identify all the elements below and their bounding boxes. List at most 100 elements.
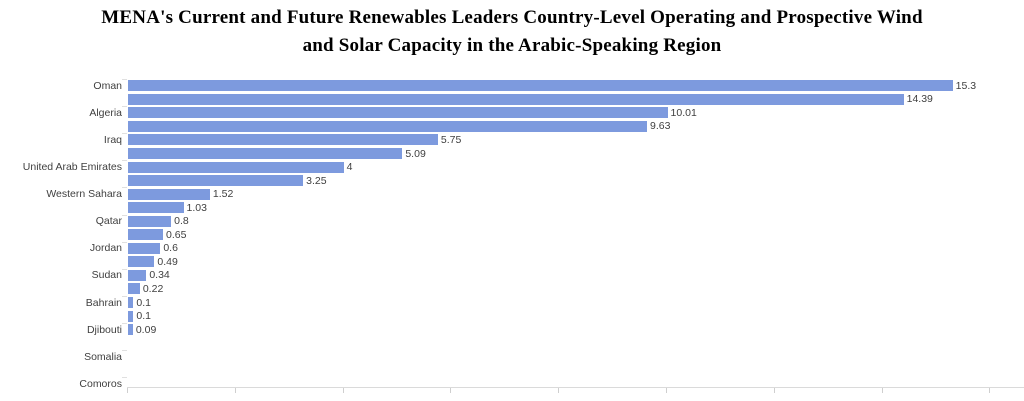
bar bbox=[128, 324, 133, 336]
bar-slot: 0.1 bbox=[128, 296, 1018, 310]
bar-slot: 1.52 bbox=[128, 187, 1018, 201]
bar-pair bbox=[128, 377, 1018, 401]
bar-slot: 0.09 bbox=[128, 323, 1018, 337]
y-tick bbox=[122, 133, 127, 135]
bar-value-label: 0.34 bbox=[149, 269, 170, 282]
bar-value-label: 0.1 bbox=[136, 310, 151, 323]
x-tick bbox=[773, 388, 775, 393]
category-label: Djibouti bbox=[86, 323, 122, 336]
bar-slot bbox=[128, 336, 1018, 350]
bar bbox=[128, 175, 304, 187]
bar-slot: 4 bbox=[128, 160, 1018, 174]
bar bbox=[128, 80, 953, 92]
category-label: Jordan bbox=[89, 242, 122, 255]
category-axis: Oman Algeria Iraq United Arab Emirates Weste… bbox=[0, 79, 122, 401]
bar-value-label: 10.01 bbox=[670, 106, 697, 119]
x-tick bbox=[127, 388, 128, 393]
bar-slot: 0.1 bbox=[128, 309, 1018, 323]
category-label: Oman bbox=[93, 79, 122, 92]
bar-slot: 3.25 bbox=[128, 174, 1018, 188]
category-label: Bahrain bbox=[85, 296, 122, 309]
bar bbox=[128, 93, 904, 105]
category-row: Western Sahara bbox=[0, 187, 122, 214]
category-row: Djibouti bbox=[0, 323, 122, 350]
category-label: Comoros bbox=[79, 377, 122, 390]
bar-value-label: 0.1 bbox=[136, 296, 151, 309]
y-tick bbox=[122, 377, 127, 379]
bar-slot: 14.39 bbox=[128, 93, 1018, 107]
bar-pair: 0.09 bbox=[128, 323, 1018, 350]
y-tick bbox=[122, 160, 127, 162]
bar-slot: 0.49 bbox=[128, 255, 1018, 269]
bar bbox=[128, 134, 438, 146]
bar-value-label: 0.65 bbox=[166, 228, 187, 241]
bar-value-label: 5.75 bbox=[440, 133, 462, 146]
bar bbox=[128, 188, 210, 200]
category-row: Comoros bbox=[0, 377, 122, 401]
bar-slot: 5.09 bbox=[128, 147, 1018, 161]
bar-pair: 0.6 0.49 bbox=[128, 242, 1018, 269]
bar bbox=[128, 161, 344, 173]
bar-value-label: 5.09 bbox=[405, 147, 426, 160]
bar-slot: 0.8 bbox=[128, 214, 1018, 228]
bar-slot: 0.34 bbox=[128, 269, 1018, 283]
bar-value-label: 4 bbox=[346, 161, 353, 174]
bar-pair: 15.3 14.39 bbox=[128, 79, 1018, 106]
bar-pair bbox=[128, 350, 1018, 377]
bar-slot bbox=[128, 363, 1018, 377]
category-label: Qatar bbox=[95, 215, 122, 228]
category-label: Sudan bbox=[91, 269, 122, 282]
bar-pair: 5.75 5.09 bbox=[128, 133, 1018, 160]
bar-pair: 0.1 0.1 bbox=[128, 296, 1018, 323]
category-row: Oman bbox=[0, 79, 122, 106]
bar bbox=[128, 202, 184, 214]
y-tick bbox=[122, 350, 127, 351]
bar-value-label: 0.6 bbox=[163, 242, 178, 255]
bar-slot: 15.3 bbox=[128, 79, 1018, 93]
category-row: Algeria bbox=[0, 106, 122, 133]
category-label: Western Sahara bbox=[46, 188, 122, 201]
bar-slot bbox=[128, 377, 1018, 391]
x-axis-line bbox=[127, 387, 1024, 388]
bar-slot: 10.01 bbox=[128, 106, 1018, 120]
bar-value-label: 14.39 bbox=[906, 93, 933, 106]
bar bbox=[128, 310, 134, 322]
x-tick bbox=[450, 388, 452, 393]
category-row: United Arab Emirates bbox=[0, 160, 122, 187]
y-tick bbox=[122, 295, 127, 297]
bar-slot: 0.22 bbox=[128, 282, 1018, 296]
y-tick bbox=[122, 106, 127, 108]
bar bbox=[128, 107, 668, 119]
bar-value-label: 15.3 bbox=[955, 79, 977, 92]
bar-slot: 0.6 bbox=[128, 242, 1018, 256]
bar bbox=[128, 229, 164, 241]
category-row: Sudan bbox=[0, 269, 122, 296]
category-row: Somalia bbox=[0, 350, 122, 377]
bar bbox=[128, 242, 161, 254]
bar-pair: 0.8 0.65 bbox=[128, 214, 1018, 241]
y-tick bbox=[122, 268, 127, 270]
bar-slot: 9.63 bbox=[128, 120, 1018, 134]
category-label: United Arab Emirates bbox=[22, 161, 122, 174]
x-tick bbox=[558, 388, 560, 393]
bar-slot: 0.65 bbox=[128, 228, 1018, 242]
category-label: Somalia bbox=[84, 350, 122, 363]
x-tick bbox=[989, 388, 991, 393]
bar-pair: 4 3.25 bbox=[128, 160, 1018, 187]
bar-value-label: 0.22 bbox=[142, 282, 164, 295]
y-tick bbox=[122, 241, 127, 243]
x-tick bbox=[666, 388, 667, 393]
category-row: Bahrain bbox=[0, 296, 122, 323]
bar-pair: 10.01 9.63 bbox=[128, 106, 1018, 133]
bar-value-label: 3.25 bbox=[306, 174, 327, 187]
bar bbox=[128, 269, 147, 281]
x-tick bbox=[342, 388, 344, 393]
bar-slot bbox=[128, 350, 1018, 364]
chart-title-line-1: MENA's Current and Future Renewables Lea… bbox=[101, 7, 923, 28]
bar-pair: 0.34 0.22 bbox=[128, 269, 1018, 296]
bar-pair: 1.52 1.03 bbox=[128, 187, 1018, 214]
bar bbox=[128, 297, 134, 309]
bar-slot: 5.75 bbox=[128, 133, 1018, 147]
bar bbox=[128, 256, 155, 268]
